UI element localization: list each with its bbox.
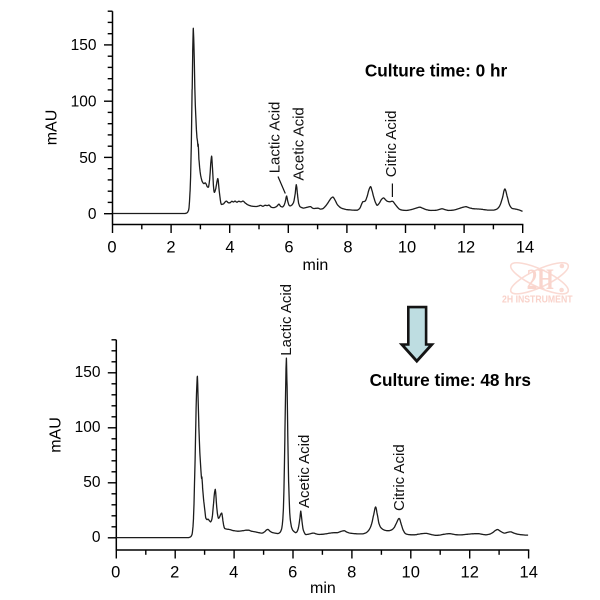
svg-text:12: 12 <box>461 564 479 582</box>
svg-text:2H INSTRUMENT: 2H INSTRUMENT <box>502 293 573 305</box>
svg-text:Citric Acid: Citric Acid <box>383 111 400 178</box>
svg-text:Acetic Acid: Acetic Acid <box>296 435 313 508</box>
svg-text:0: 0 <box>107 239 116 257</box>
svg-text:100: 100 <box>75 419 101 436</box>
svg-text:mAU: mAU <box>44 110 61 146</box>
svg-text:mAU: mAU <box>47 417 64 453</box>
svg-text:10: 10 <box>402 564 420 582</box>
svg-text:8: 8 <box>343 239 352 257</box>
svg-text:Culture time: 48 hrs: Culture time: 48 hrs <box>370 370 531 390</box>
svg-text:Culture time: 0 hr: Culture time: 0 hr <box>365 60 508 80</box>
svg-text:4: 4 <box>229 564 238 582</box>
svg-text:12: 12 <box>457 239 475 257</box>
svg-text:2: 2 <box>166 239 175 257</box>
svg-text:min: min <box>303 257 329 274</box>
svg-text:100: 100 <box>71 94 97 111</box>
svg-text:0: 0 <box>88 206 97 223</box>
svg-text:50: 50 <box>83 474 101 491</box>
svg-text:0: 0 <box>92 529 101 546</box>
svg-text:50: 50 <box>79 150 97 167</box>
svg-text:Lactic Acid: Lactic Acid <box>278 284 295 356</box>
svg-text:6: 6 <box>284 239 293 257</box>
svg-text:8: 8 <box>347 564 356 582</box>
svg-text:150: 150 <box>75 364 101 381</box>
svg-text:14: 14 <box>516 239 534 257</box>
svg-text:4: 4 <box>225 239 234 257</box>
svg-text:0: 0 <box>111 564 120 582</box>
svg-text:Lactic Acid: Lactic Acid <box>266 102 283 174</box>
svg-text:Citric Acid: Citric Acid <box>391 444 408 511</box>
svg-text:2H: 2H <box>527 263 554 296</box>
svg-text:14: 14 <box>520 564 538 582</box>
svg-text:10: 10 <box>398 239 416 257</box>
svg-text:150: 150 <box>71 37 97 54</box>
svg-text:6: 6 <box>288 564 297 582</box>
svg-text:min: min <box>310 580 336 597</box>
svg-text:2: 2 <box>170 564 179 582</box>
svg-text:Acetic Acid: Acetic Acid <box>290 107 307 180</box>
